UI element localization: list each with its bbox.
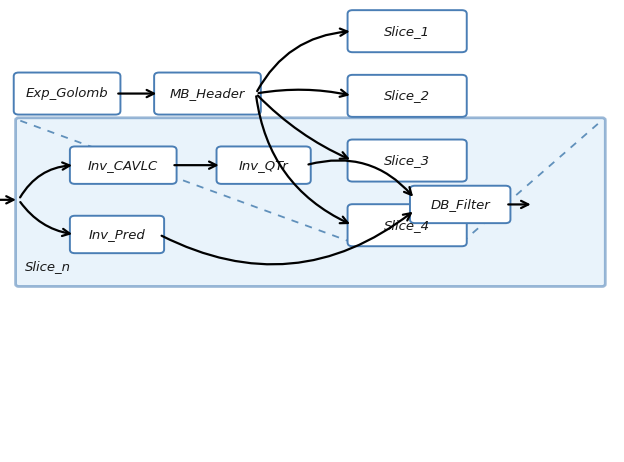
Text: Slice_4: Slice_4 [384, 219, 430, 232]
FancyBboxPatch shape [348, 75, 467, 117]
FancyBboxPatch shape [14, 73, 120, 115]
Text: DB_Filter: DB_Filter [431, 198, 490, 211]
Text: MB_Header: MB_Header [170, 87, 245, 100]
FancyBboxPatch shape [348, 204, 467, 246]
FancyBboxPatch shape [70, 216, 164, 253]
FancyBboxPatch shape [217, 146, 311, 184]
Text: Inv_Pred: Inv_Pred [89, 228, 145, 241]
FancyBboxPatch shape [154, 73, 261, 115]
Text: Slice_1: Slice_1 [384, 24, 430, 38]
FancyBboxPatch shape [410, 186, 510, 223]
Text: Slice_n: Slice_n [25, 260, 71, 273]
Text: Inv_QTr: Inv_QTr [239, 158, 288, 172]
FancyBboxPatch shape [16, 118, 605, 286]
Text: Slice_3: Slice_3 [384, 154, 430, 167]
FancyBboxPatch shape [348, 10, 467, 52]
Text: Inv_CAVLC: Inv_CAVLC [88, 158, 158, 172]
FancyBboxPatch shape [348, 140, 467, 182]
Text: Exp_Golomb: Exp_Golomb [26, 87, 109, 100]
Text: Slice_2: Slice_2 [384, 89, 430, 103]
FancyBboxPatch shape [70, 146, 177, 184]
